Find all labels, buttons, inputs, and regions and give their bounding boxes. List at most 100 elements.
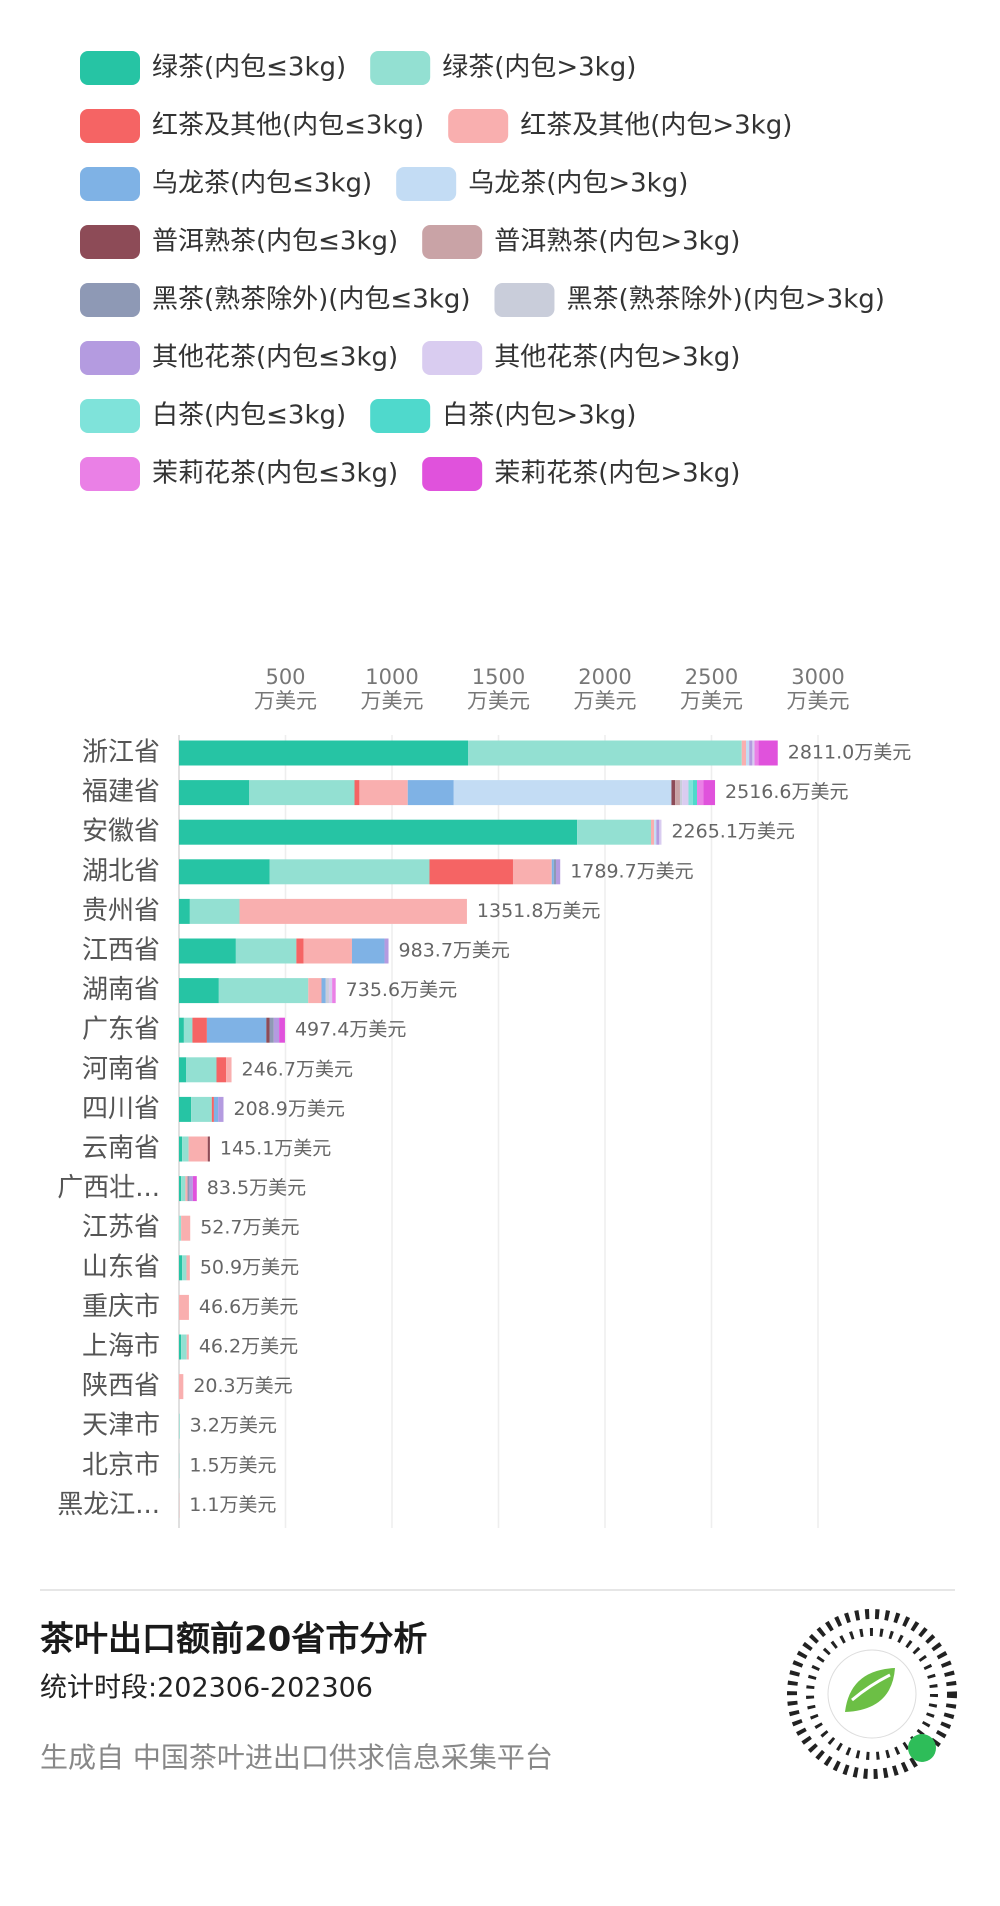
source: 生成自 中国茶叶进出口供求信息采集平台 — [40, 1741, 553, 1774]
y-tick-label: 广西壮... — [57, 1173, 160, 1203]
legend-swatch — [494, 283, 555, 317]
bar-segment — [651, 819, 655, 845]
legend-swatch — [80, 225, 140, 259]
x-tick-unit: 万美元 — [254, 689, 317, 713]
legend-swatch — [370, 399, 431, 433]
bar-segment — [675, 780, 680, 806]
legend-swatch — [80, 109, 140, 143]
bar-segment — [179, 1413, 180, 1439]
total-label: 2265.1万美元 — [671, 821, 794, 843]
bar-segment — [551, 859, 554, 885]
bar-segment — [351, 938, 385, 964]
legend-label: 白茶(内包≤3kg) — [152, 401, 346, 431]
bar-segment — [186, 1255, 190, 1281]
bar-segment — [453, 780, 672, 806]
bar-segment — [189, 898, 240, 924]
bar-segment — [273, 1017, 280, 1043]
bar-segment — [269, 859, 430, 885]
bar-segment — [577, 819, 652, 845]
bar-segment — [182, 1255, 187, 1281]
legend-swatch — [370, 51, 431, 85]
bar-segment — [429, 859, 513, 885]
bar-segment — [188, 1136, 208, 1162]
bar-segment — [192, 1017, 207, 1043]
legend-label: 黑茶(熟茶除外)(内包≤3kg) — [152, 285, 470, 315]
bar-segment — [321, 978, 326, 1004]
bar-segment — [187, 1176, 190, 1202]
x-tick-unit: 万美元 — [680, 689, 743, 713]
qr-code — [787, 1609, 957, 1779]
bar-segment — [226, 1057, 232, 1083]
total-label: 50.9万美元 — [200, 1256, 299, 1278]
total-label: 1.1万美元 — [189, 1494, 276, 1516]
y-tick-label: 上海市 — [82, 1332, 160, 1362]
bar-segment — [179, 780, 250, 806]
total-label: 145.1万美元 — [220, 1138, 331, 1160]
total-label: 497.4万美元 — [295, 1019, 406, 1041]
bar-segment — [179, 1096, 192, 1122]
total-label: 3.2万美元 — [190, 1415, 277, 1437]
bar-segment — [249, 780, 355, 806]
bar-segment — [752, 740, 755, 766]
x-tick-unit: 万美元 — [787, 689, 850, 713]
bar-segment — [181, 1176, 186, 1202]
bar-segment — [754, 740, 759, 766]
bar-segment — [556, 859, 561, 885]
bar-segment — [179, 819, 578, 845]
bar-segment — [179, 898, 190, 924]
legend-label: 黑茶(熟茶除外)(内包>3kg) — [566, 285, 884, 315]
bar-segment — [179, 938, 236, 964]
bar-segment — [749, 740, 753, 766]
bar-segment — [206, 1017, 267, 1043]
bar-segment — [183, 1017, 193, 1043]
total-label: 2516.6万美元 — [725, 781, 848, 803]
y-tick-label: 湖北省 — [82, 856, 160, 886]
bar-segment — [235, 938, 297, 964]
x-tick-unit: 万美元 — [467, 689, 530, 713]
y-tick-label: 黑龙江... — [57, 1490, 160, 1520]
bar-segment — [679, 780, 683, 806]
bar-segment — [179, 1294, 189, 1320]
total-label: 20.3万美元 — [193, 1375, 292, 1397]
bar-segment — [671, 780, 676, 806]
total-label: 46.6万美元 — [199, 1296, 298, 1318]
bar-segment — [359, 780, 408, 806]
x-tick-unit: 万美元 — [361, 689, 424, 713]
bar-segment — [688, 780, 693, 806]
total-label: 983.7万美元 — [399, 940, 510, 962]
total-label: 52.7万美元 — [200, 1217, 299, 1239]
bar-segment — [354, 780, 360, 806]
bar-segment — [207, 1136, 210, 1162]
legend-label: 绿茶(内包>3kg) — [442, 53, 636, 83]
legend-swatch — [80, 283, 140, 317]
x-tick-label: 2500 — [685, 665, 738, 689]
bar-segment — [186, 1334, 189, 1360]
x-tick-label: 1000 — [365, 665, 418, 689]
bar-segment — [659, 819, 662, 845]
bar-segment — [185, 1176, 188, 1202]
y-tick-label: 湖南省 — [82, 975, 160, 1005]
bar-segment — [384, 938, 389, 964]
bar-segment — [179, 978, 219, 1004]
bar-segment — [269, 1017, 274, 1043]
y-tick-label: 天津市 — [82, 1411, 160, 1441]
legend-label: 其他花茶(内包>3kg) — [494, 343, 740, 373]
total-label: 246.7万美元 — [242, 1058, 353, 1080]
y-tick-label: 重庆市 — [82, 1292, 160, 1322]
bar-segment — [191, 1096, 212, 1122]
bar-segment — [512, 859, 552, 885]
legend-swatch — [396, 167, 457, 201]
legend-swatch — [80, 399, 140, 433]
total-label: 2811.0万美元 — [788, 742, 911, 764]
total-label: 1789.7万美元 — [570, 860, 693, 882]
x-tick-label: 3000 — [791, 665, 844, 689]
bar-segment — [239, 898, 467, 924]
total-label: 83.5万美元 — [207, 1177, 306, 1199]
legend-swatch — [80, 457, 140, 491]
legend-label: 乌龙茶(内包≤3kg) — [152, 169, 372, 199]
legend-swatch — [80, 341, 140, 375]
y-tick-label: 江苏省 — [82, 1213, 160, 1243]
bar-segment — [179, 740, 469, 766]
legend-label: 茉莉花茶(内包≤3kg) — [152, 459, 398, 489]
bar-segment — [303, 938, 352, 964]
